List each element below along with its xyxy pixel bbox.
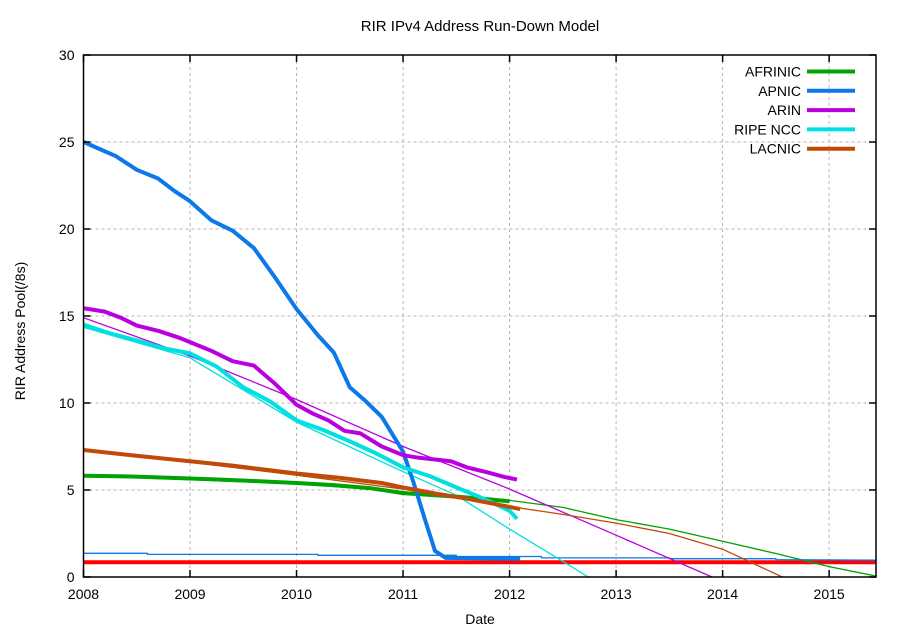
x-axis-label: Date [465,611,495,627]
x-tick-label: 2008 [68,586,99,602]
axes: 2008 2009 2010 2011 2012 2013 2014 2015 0 5 10 15 20… [59,47,877,602]
legend-label: LACNIC [750,141,801,157]
y-tick-label: 10 [59,395,75,411]
x-tick-label: 2012 [494,586,525,602]
legend-item-arin: ARIN [768,102,855,118]
legend-label: ARIN [768,102,801,118]
legend-label: APNIC [758,83,801,99]
y-tick-label: 15 [59,308,75,324]
y-tick-label: 30 [59,47,75,63]
x-tick-label: 2013 [601,586,632,602]
chart-title: RIR IPv4 Address Run-Down Model [360,18,600,35]
series-arin-actual [83,306,518,482]
x-tick-label: 2014 [707,586,738,602]
series-lacnic-actual [83,448,521,512]
x-tick-label: 2009 [174,586,205,602]
y-tick-label: 20 [59,221,75,237]
series-ripencc-model [83,326,589,577]
legend-item-ripe-ncc: RIPE NCC [734,121,855,137]
legend-label: AFRINIC [745,64,801,80]
legend-label: RIPE NCC [734,121,801,137]
y-tick-label: 5 [67,482,75,498]
x-tick-label: 2011 [388,586,418,602]
y-tick-label: 0 [67,569,75,585]
grid [83,55,876,577]
legend: AFRINIC APNIC ARIN RIPE NCC LACNIC [734,64,855,157]
y-tick-label: 25 [59,134,75,150]
x-tick-label: 2015 [814,586,845,602]
legend-item-afrinic: AFRINIC [745,64,855,80]
series-ripencc-actual [83,322,519,521]
legend-item-apnic: APNIC [758,83,855,99]
series-group [83,140,876,577]
series-apnic-actual [83,140,521,561]
legend-item-lacnic: LACNIC [750,141,855,157]
series-arin-model [83,317,713,577]
x-tick-label: 2010 [281,586,312,602]
